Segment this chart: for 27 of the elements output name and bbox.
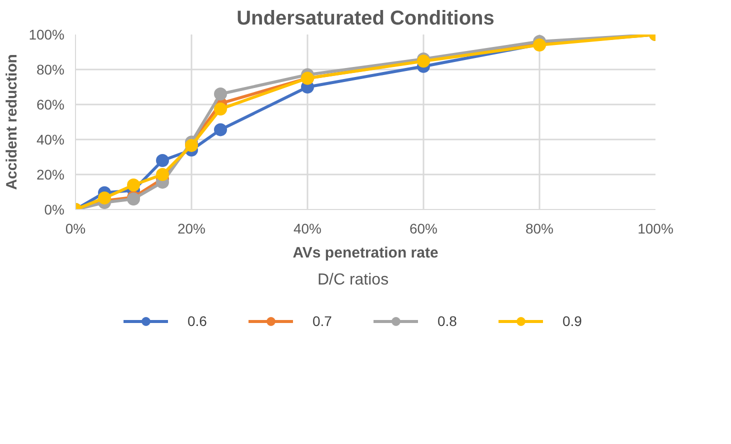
x-tick-label: 100% <box>638 220 674 236</box>
legend-label: 0.9 <box>562 313 582 329</box>
chart-title: Undersaturated Conditions <box>236 8 494 30</box>
point <box>127 178 140 192</box>
y-tick-label: 80% <box>36 62 65 78</box>
point <box>214 102 227 116</box>
legend-label: 0.6 <box>188 313 208 329</box>
point <box>156 154 169 167</box>
x-axis-title: AVs penetration rate <box>292 244 438 262</box>
y-tick-label: 40% <box>36 132 65 148</box>
legend-title: D/C ratios <box>317 272 389 288</box>
y-tick-label: 20% <box>36 166 65 182</box>
point <box>214 123 227 136</box>
x-tick-label: 20% <box>177 220 206 236</box>
y-tick-label: 60% <box>36 96 65 112</box>
x-tick-label: 0% <box>65 220 86 236</box>
y-axis-title: Accident reduction <box>4 54 21 190</box>
x-tick-label: 80% <box>525 220 554 236</box>
x-tick-label: 40% <box>293 220 322 236</box>
y-tick-label: 100% <box>28 26 65 42</box>
legend-label: 0.8 <box>438 313 458 329</box>
point <box>98 191 111 204</box>
point <box>214 88 227 100</box>
x-tick-label: 60% <box>409 220 438 236</box>
y-tick-label: 0% <box>44 202 64 218</box>
point <box>156 168 169 181</box>
legend-label: 0.7 <box>312 313 332 329</box>
